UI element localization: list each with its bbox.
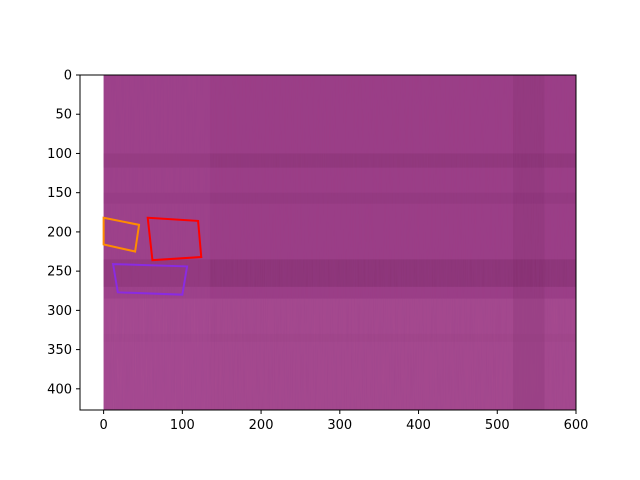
y-tick-label: 350	[47, 343, 72, 358]
y-axis: 0 50 100 150 200 250 300 350 400	[47, 69, 80, 397]
purple-box	[111, 263, 189, 296]
x-tick-label: 200	[249, 418, 274, 433]
y-tick-label: 0	[64, 69, 72, 84]
x-tick-label: 500	[485, 418, 510, 433]
red-box	[146, 216, 203, 262]
y-tick-label: 200	[47, 225, 72, 240]
y-tick-label: 300	[47, 304, 72, 319]
orange-box	[102, 216, 141, 253]
x-tick-label: 300	[327, 418, 352, 433]
x-tick-label: 0	[99, 418, 107, 433]
x-tick-label: 100	[170, 418, 195, 433]
y-tick-label: 400	[47, 382, 72, 397]
detections-layer	[102, 216, 203, 296]
y-tick-label: 50	[55, 108, 72, 123]
x-tick-label: 600	[564, 418, 589, 433]
axes-frame	[79, 74, 577, 411]
x-tick-label: 400	[406, 418, 431, 433]
y-tick-label: 150	[47, 186, 72, 201]
y-tick-label: 250	[47, 265, 72, 280]
x-axis: 0 100 200 300 400 500 600	[99, 410, 588, 433]
y-tick-label: 100	[47, 147, 72, 162]
fabric-photo	[103, 75, 576, 410]
fabric-weave	[103, 75, 576, 410]
